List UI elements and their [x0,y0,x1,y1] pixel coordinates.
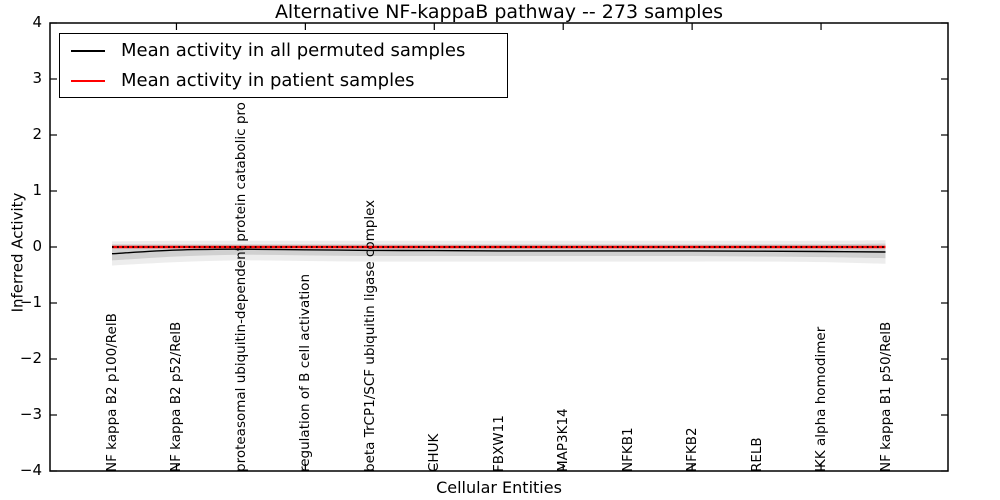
y-tick-label: 0 [32,237,42,255]
y-tick-label: 1 [32,181,42,199]
y-tick-label: −1 [19,293,42,311]
y-tick-label: 2 [32,125,42,143]
legend-label: Mean activity in patient samples [121,70,415,91]
entity-label: RELB [748,437,765,472]
entity-label: MAP3K14 [555,408,572,472]
y-axis-label: Inferred Activity [8,192,27,313]
entity-label: IKK alpha homodimer [813,326,830,472]
chart-title: Alternative NF-kappaB pathway -- 273 sam… [274,1,724,23]
entity-label: NF kappa B2 p52/RelB [168,321,185,472]
entity-label: CHUK [426,433,443,472]
x-axis-label: Cellular Entities [436,478,562,497]
y-tick-label: −2 [19,349,42,367]
legend-label: Mean activity in all permuted samples [121,40,466,61]
entity-label: regulation of B cell activation [297,273,314,472]
legend-entry: Mean activity in patient samples [60,66,507,96]
y-tick-label: −4 [19,461,42,479]
legend-line-sample [71,49,105,52]
y-tick-label: −3 [19,405,42,423]
entity-label: NF kappa B1 p50/RelB [877,321,894,472]
entity-label: NFKB1 [619,427,636,472]
entity-label: beta TrCP1/SCF ubiquitin ligase complex [361,199,378,472]
entity-label: NFKB2 [684,427,701,472]
y-tick-label: 4 [32,13,42,31]
legend: Mean activity in all permuted samples Mea… [59,33,508,98]
entity-label: NF kappa B2 p100/RelB [104,313,120,472]
legend-entry: Mean activity in all permuted samples [60,36,507,66]
entity-label: proteasomal ubiquitin-dependent protein … [232,102,249,472]
legend-line-sample [71,79,105,82]
entity-label: FBXW11 [490,415,507,472]
y-tick-label: 3 [32,69,42,87]
